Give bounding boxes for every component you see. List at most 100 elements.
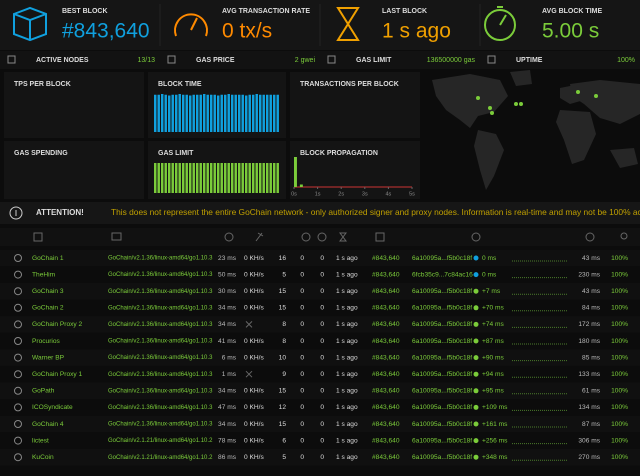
panel	[290, 141, 420, 199]
cell: 0	[300, 437, 304, 444]
cell: 86 ms	[218, 454, 237, 461]
bar	[185, 94, 188, 132]
x-tick-label: 1s	[315, 191, 321, 197]
cell: GoChain Proxy 2	[32, 321, 83, 328]
bar	[161, 163, 164, 193]
cell: 0	[320, 305, 324, 312]
cell: 0 KH/s	[244, 354, 264, 361]
bar	[203, 94, 206, 132]
cell: 100%	[611, 354, 628, 361]
stat-label: AVG BLOCK TIME	[542, 8, 602, 15]
cell: 0	[320, 255, 324, 262]
cell: 1 s ago	[336, 454, 358, 461]
info-value: 136500000 gas	[427, 57, 476, 64]
x-tick-label: 2s	[338, 191, 344, 197]
bar	[220, 163, 223, 193]
header-icon	[471, 232, 481, 242]
status-circle	[14, 320, 22, 329]
cell: 0	[320, 321, 324, 328]
bar	[164, 163, 167, 193]
cell: 5	[282, 454, 286, 461]
bar	[171, 94, 174, 132]
cell: #843,640	[372, 437, 400, 444]
cell: 43 ms	[582, 288, 601, 295]
cell: 100%	[611, 321, 628, 328]
cell: 15	[279, 305, 287, 312]
cell: 6a10095a...f5b0c18f	[412, 305, 472, 312]
world-map	[432, 70, 640, 190]
bar	[161, 94, 164, 132]
node-dot	[490, 111, 494, 115]
cell: 84 ms	[582, 305, 601, 312]
bar	[248, 163, 251, 193]
cell: +348 ms	[482, 454, 508, 461]
bar	[266, 94, 269, 132]
cell: 61 ms	[582, 388, 601, 395]
cell: 23 ms	[218, 255, 237, 262]
cell: +161 ms	[482, 421, 508, 428]
cell: 1 s ago	[336, 321, 358, 328]
cell: GoChain/v2.1.36/linux-amd64/go1.10.3	[108, 388, 213, 394]
cell: 16	[279, 255, 287, 262]
cell: 10	[279, 354, 287, 361]
cell: GoChain 1	[32, 255, 64, 262]
bar	[255, 94, 258, 132]
header-icon	[375, 232, 385, 242]
bar	[227, 163, 230, 193]
cell: 0	[300, 371, 304, 378]
header-icon	[620, 232, 628, 240]
cell: 1 s ago	[336, 271, 358, 278]
bar	[252, 163, 255, 193]
bar	[252, 94, 255, 132]
hashrate-icon	[245, 321, 253, 328]
bar	[164, 94, 167, 132]
chart-title: GAS SPENDING	[14, 150, 68, 157]
bar	[175, 163, 178, 193]
bar	[273, 94, 276, 132]
greenland	[510, 70, 532, 86]
cell: 0	[320, 338, 324, 345]
bar	[241, 163, 244, 193]
chart-title: TRANSACTIONS PER BLOCK	[300, 81, 399, 88]
propagation-dot	[473, 371, 479, 377]
row-bg	[0, 316, 640, 333]
africa	[556, 110, 596, 164]
status-circle	[14, 370, 22, 379]
bar	[185, 163, 188, 193]
row-bg	[0, 349, 640, 366]
x-tick-label: 0s	[291, 191, 297, 197]
cell: #843,640	[372, 354, 400, 361]
header-icon	[339, 232, 347, 242]
table-header	[0, 228, 640, 246]
bar	[189, 163, 192, 193]
cell: 100%	[611, 437, 628, 444]
cube-icon	[13, 6, 47, 42]
cell: 1 s ago	[336, 288, 358, 295]
propagation-dot	[473, 255, 479, 261]
bar	[224, 94, 227, 132]
bar	[227, 94, 230, 132]
cell: 1 s ago	[336, 305, 358, 312]
cell: 47 ms	[218, 404, 237, 411]
cell: 34 ms	[218, 388, 237, 395]
bar	[276, 163, 279, 193]
cell: 85 ms	[582, 354, 601, 361]
australia	[610, 148, 638, 168]
propagation-dot	[473, 438, 479, 444]
cell: 1 s ago	[336, 338, 358, 345]
south-america	[474, 130, 504, 190]
hourglass-icon	[336, 7, 360, 41]
propagation-dot	[473, 272, 479, 278]
propagation-dot	[473, 321, 479, 327]
info-value: 2 gwei	[295, 57, 316, 64]
cell: 0	[300, 271, 304, 278]
cell: 0	[300, 421, 304, 428]
x-tick-label: 3s	[362, 191, 368, 197]
cell: 1 s ago	[336, 388, 358, 395]
cell: 0 KH/s	[244, 288, 264, 295]
cell: 100%	[611, 454, 628, 461]
panel	[290, 72, 420, 138]
bar	[154, 94, 157, 132]
node-dot	[488, 106, 492, 110]
bar	[269, 94, 272, 132]
